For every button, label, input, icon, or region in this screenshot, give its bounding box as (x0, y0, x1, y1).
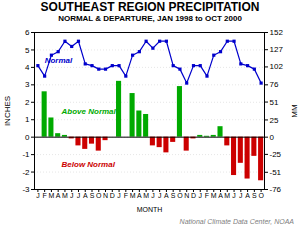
svg-text:F: F (205, 192, 209, 199)
svg-text:S: S (252, 192, 257, 199)
svg-text:A: A (218, 192, 223, 199)
svg-text:1: 1 (25, 115, 30, 124)
svg-text:A: A (164, 192, 169, 199)
svg-text:O: O (177, 192, 183, 199)
svg-text:J: J (198, 192, 202, 199)
svg-text:Below Normal: Below Normal (62, 160, 116, 169)
svg-text:Normal: Normal (45, 56, 73, 65)
svg-text:J: J (232, 192, 236, 199)
svg-text:76: 76 (270, 80, 279, 89)
svg-text:127: 127 (270, 45, 284, 54)
svg-text:M: M (143, 192, 149, 199)
svg-text:Above Normal: Above Normal (61, 107, 117, 116)
html-text:NORMAL & DEPARTURE, JAN 1998 t: NORMAL & DEPARTURE, JAN 1998 to OCT 2000 (58, 14, 242, 23)
svg-text:A: A (137, 192, 142, 199)
svg-text:4: 4 (25, 63, 30, 72)
svg-text:152: 152 (270, 28, 284, 37)
svg-text:J: J (151, 192, 155, 199)
svg-text:2: 2 (25, 98, 30, 107)
svg-text:5: 5 (25, 46, 30, 55)
svg-text:-76: -76 (270, 185, 282, 194)
svg-text:J: J (70, 192, 74, 199)
svg-text:D: D (191, 192, 196, 199)
svg-text:J: J (77, 192, 81, 199)
svg-text:6: 6 (25, 28, 30, 37)
svg-text:M: M (62, 192, 68, 199)
svg-text:J: J (36, 192, 40, 199)
svg-text:O: O (258, 192, 264, 199)
svg-text:M: M (224, 192, 230, 199)
html-text:SOUTHEAST REGION PRECIPITATION: SOUTHEAST REGION PRECIPITATION (40, 0, 260, 14)
svg-text:F: F (124, 192, 128, 199)
svg-text:-25: -25 (270, 150, 282, 159)
svg-text:-2: -2 (22, 168, 30, 177)
svg-text:25: 25 (270, 116, 279, 125)
svg-text:102: 102 (270, 62, 284, 71)
svg-text:-3: -3 (22, 185, 30, 194)
svg-text:A: A (83, 192, 88, 199)
svg-text:51: 51 (270, 98, 279, 107)
svg-text:M: M (130, 192, 136, 199)
svg-text:0: 0 (25, 133, 30, 142)
svg-text:M: M (211, 192, 217, 199)
svg-text:A: A (56, 192, 61, 199)
svg-text:0: 0 (270, 133, 275, 142)
svg-text:-1: -1 (22, 150, 30, 159)
svg-text:INCHES: INCHES (3, 96, 12, 126)
svg-text:MM: MM (290, 104, 299, 118)
svg-text:J: J (158, 192, 162, 199)
svg-text:F: F (43, 192, 47, 199)
svg-text:S: S (90, 192, 95, 199)
svg-text:J: J (239, 192, 243, 199)
svg-text:MONTH: MONTH (137, 206, 163, 213)
svg-text:3: 3 (25, 80, 30, 89)
svg-text:-51: -51 (270, 168, 282, 177)
svg-text:J: J (117, 192, 121, 199)
svg-text:M: M (48, 192, 54, 199)
svg-text:D: D (110, 192, 115, 199)
html-text:National Climate Data Center,: National Climate Data Center, NOAA (179, 218, 294, 225)
svg-text:S: S (171, 192, 176, 199)
svg-text:O: O (96, 192, 102, 199)
svg-text:N: N (103, 192, 108, 199)
svg-text:N: N (184, 192, 189, 199)
svg-text:A: A (245, 192, 250, 199)
